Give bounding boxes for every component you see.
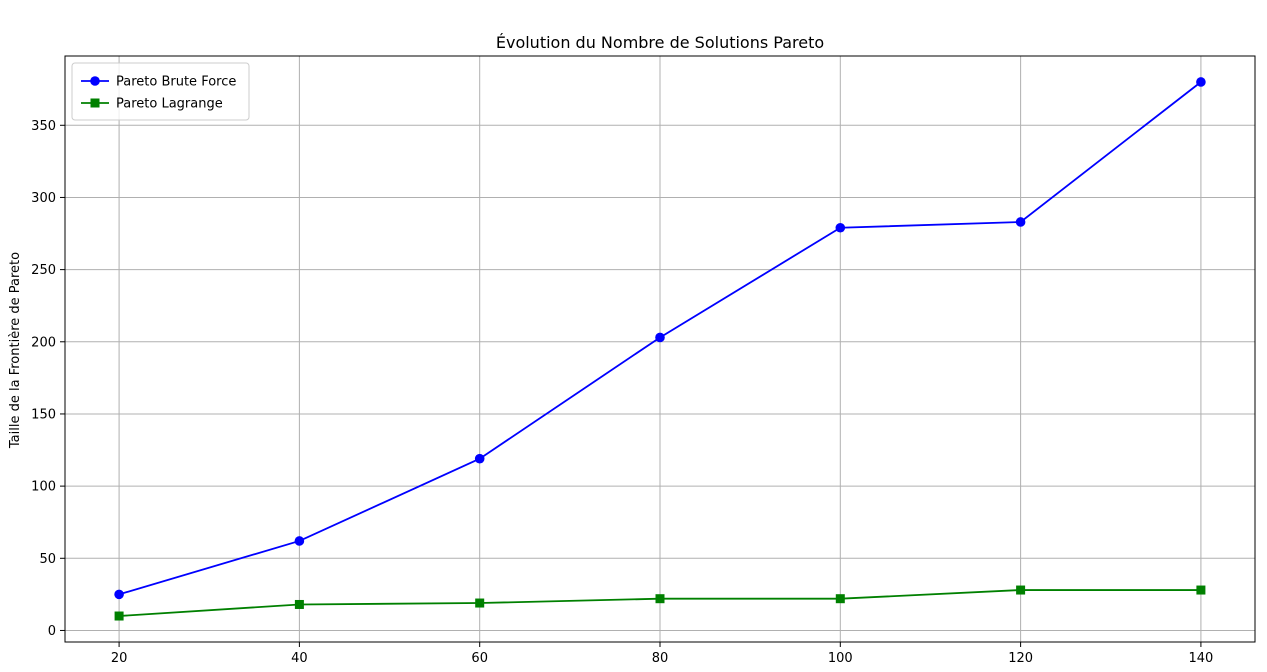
data-point [1016, 585, 1026, 595]
series-1 [114, 585, 1206, 621]
x-tick-label: 60 [471, 651, 488, 666]
legend-label: Pareto Brute Force [116, 75, 236, 90]
data-point [835, 222, 846, 233]
legend-box [71, 62, 250, 121]
y-tick-label: 350 [31, 119, 56, 134]
x-tick-label: 100 [828, 651, 853, 666]
series-layer [114, 77, 1206, 621]
data-point [474, 453, 485, 464]
x-tick-label: 120 [1008, 651, 1033, 666]
data-point [1196, 585, 1206, 595]
y-tick-label: 100 [31, 480, 56, 495]
data-point [655, 332, 665, 343]
grid-lines [65, 56, 1255, 642]
data-point [294, 599, 304, 609]
data-point [1015, 217, 1026, 227]
data-point [114, 611, 124, 621]
data-point [294, 536, 305, 546]
data-point [475, 598, 485, 608]
legend-entry: Pareto Brute Force [81, 75, 236, 90]
legend-label: Pareto Lagrange [116, 97, 223, 112]
x-tick-label: 80 [652, 651, 669, 666]
y-axis-label: Taille de la Frontière de Pareto [8, 252, 23, 449]
data-point [114, 589, 124, 600]
legend: Pareto Brute Force Pareto Lagrange [71, 62, 250, 121]
legend-entry: Pareto Lagrange [81, 97, 223, 112]
series-0 [114, 77, 1206, 600]
data-point [1196, 77, 1206, 87]
x-tick-label: 20 [111, 651, 128, 666]
chart-title: Évolution du Nombre de Solutions Pareto [496, 33, 824, 52]
y-tick-label: 150 [31, 407, 56, 422]
y-tick-label: 300 [31, 191, 56, 206]
x-tick-label: 40 [291, 651, 308, 666]
ticks: 20 40 60 80 100 120 140 0 50 100 150 200 250 300 350 [31, 119, 1213, 666]
y-tick-label: 50 [39, 552, 56, 567]
legend-marker [90, 76, 100, 86]
data-point [655, 594, 665, 604]
y-tick-label: 200 [31, 335, 56, 350]
y-tick-label: 0 [48, 624, 56, 639]
x-tick-label: 140 [1188, 651, 1213, 666]
y-tick-label: 250 [31, 263, 56, 278]
data-point [835, 594, 845, 604]
legend-marker [90, 98, 100, 108]
